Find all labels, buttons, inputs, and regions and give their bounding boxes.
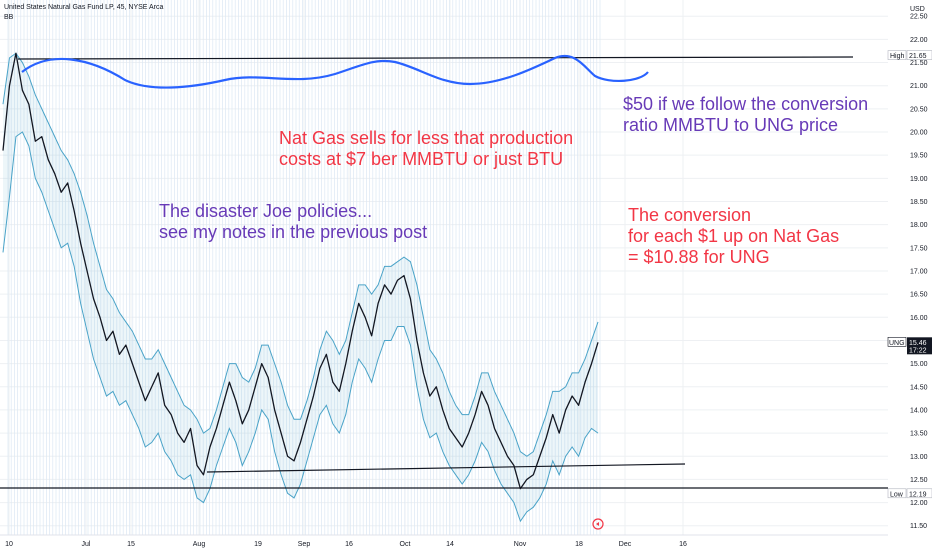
y-tick-label: 20.50 bbox=[910, 106, 928, 113]
bollinger-lower-line[interactable] bbox=[2, 131, 599, 523]
y-tick-label: 13.00 bbox=[910, 454, 928, 461]
y-tick-label: 22.00 bbox=[910, 37, 928, 44]
y-tick-label: 13.50 bbox=[910, 431, 928, 438]
time-axis[interactable]: 10 Jul 15 Aug 19 Sep 16 Oct 14 Nov 18 Dec 16 bbox=[0, 534, 888, 548]
y-tick-label: 18.50 bbox=[910, 199, 928, 206]
x-tick-label: 14 bbox=[446, 541, 454, 548]
annotation-conversion-target[interactable]: $50 if we follow the conversion ratio MM… bbox=[623, 94, 868, 136]
annotation-line: Nat Gas sells for less that production bbox=[279, 128, 574, 148]
annotation-line: The disaster Joe policies... bbox=[159, 201, 373, 221]
annotation-line: costs at $7 ber MMBTU or just BTU bbox=[279, 149, 564, 169]
annotation-line: see my notes in the previous post bbox=[159, 222, 428, 242]
y-tick-label: 14.50 bbox=[910, 384, 928, 391]
price-axis[interactable]: USD 11.50 12.00 12.50 13.00 13.50 14.00 14.50 15… bbox=[888, 0, 932, 550]
badge-value-box bbox=[906, 50, 932, 60]
y-tick-label: 15.00 bbox=[910, 361, 928, 368]
replay-icon[interactable] bbox=[592, 518, 604, 530]
price-line[interactable] bbox=[2, 52, 599, 490]
y-tick-label: 17.50 bbox=[910, 245, 928, 252]
support-trendline[interactable] bbox=[206, 463, 686, 473]
price-badge-high: High 21.65 bbox=[887, 50, 932, 60]
annotation-conversion-rule[interactable]: The conversion for each $1 up on Nat Gas… bbox=[628, 205, 839, 268]
y-tick-label: 16.00 bbox=[910, 315, 928, 322]
annotation-line: ratio MMBTU to UNG price bbox=[623, 115, 839, 135]
annotation-line: The conversion bbox=[628, 205, 752, 225]
x-tick-label: 15 bbox=[127, 541, 135, 548]
y-tick-label: 18.00 bbox=[910, 222, 928, 229]
badge-name: UNG bbox=[889, 340, 905, 347]
drawings-layer bbox=[0, 55, 888, 489]
x-tick-label: 19 bbox=[254, 541, 262, 548]
cycle-wave-drawing[interactable] bbox=[21, 55, 649, 89]
badge-value-box bbox=[906, 488, 932, 499]
price-badge-low: Low 12.19 bbox=[887, 488, 932, 499]
y-tick-label: 21.50 bbox=[910, 60, 928, 67]
badge-value: 21.65 bbox=[909, 53, 927, 60]
annotation-policies[interactable]: The disaster Joe policies... see my note… bbox=[159, 201, 427, 243]
annotation-line: $50 if we follow the conversion bbox=[623, 94, 869, 114]
x-tick-label: Sep bbox=[298, 541, 311, 548]
y-tick-label: 22.50 bbox=[910, 14, 928, 21]
y-tick-label: 20.00 bbox=[910, 130, 928, 137]
x-tick-label: 18 bbox=[575, 541, 583, 548]
badge-name-box bbox=[887, 337, 907, 347]
y-tick-label: 17.00 bbox=[910, 268, 928, 275]
dense-grid-band bbox=[7, 0, 601, 535]
y-tick-label: 11.50 bbox=[910, 523, 927, 530]
y-tick-label: 19.00 bbox=[910, 176, 928, 183]
y-tick-label: 12.00 bbox=[910, 500, 928, 507]
badge-name: Low bbox=[890, 491, 904, 498]
badge-value: 12.19 bbox=[909, 491, 927, 498]
badge-name-box bbox=[887, 488, 907, 499]
y-tick-label: 14.00 bbox=[910, 407, 928, 414]
y-tick-label: 16.50 bbox=[910, 292, 928, 299]
y-tick-label: 12.50 bbox=[910, 477, 928, 484]
x-tick-label: Aug bbox=[193, 541, 206, 548]
x-tick-label: Jul bbox=[82, 541, 91, 548]
bollinger-upper-line[interactable] bbox=[2, 52, 599, 457]
y-tick-label: 21.00 bbox=[910, 83, 928, 90]
annotation-line: for each $1 up on Nat Gas bbox=[628, 226, 840, 246]
price-axis-bg bbox=[888, 0, 932, 550]
badge-name-box bbox=[887, 50, 907, 60]
x-tick-label: Dec bbox=[619, 541, 632, 548]
annotation-line: = $10.88 for UNG bbox=[628, 247, 770, 267]
symbol-title: United States Natural Gas Fund LP, 45, N… bbox=[4, 4, 164, 11]
badge-countdown: 17:22 bbox=[909, 347, 927, 354]
x-tick-label: Nov bbox=[514, 541, 527, 548]
x-tick-label: 16 bbox=[679, 541, 687, 548]
series-layer bbox=[2, 52, 599, 523]
bollinger-band-fill bbox=[3, 53, 598, 522]
badge-name: High bbox=[890, 53, 905, 60]
indicator-label[interactable]: BB bbox=[4, 14, 14, 21]
x-tick-label: Oct bbox=[400, 541, 411, 548]
badge-value: 15.46 bbox=[909, 340, 927, 347]
currency-label: USD bbox=[910, 6, 925, 13]
x-tick-label: 16 bbox=[345, 541, 353, 548]
x-tick-label: 10 bbox=[5, 541, 13, 548]
resistance-line[interactable] bbox=[17, 56, 854, 60]
annotation-production-cost[interactable]: Nat Gas sells for less that production c… bbox=[279, 128, 573, 170]
badge-value-box bbox=[907, 337, 932, 355]
y-tick-label: 19.50 bbox=[910, 153, 928, 160]
